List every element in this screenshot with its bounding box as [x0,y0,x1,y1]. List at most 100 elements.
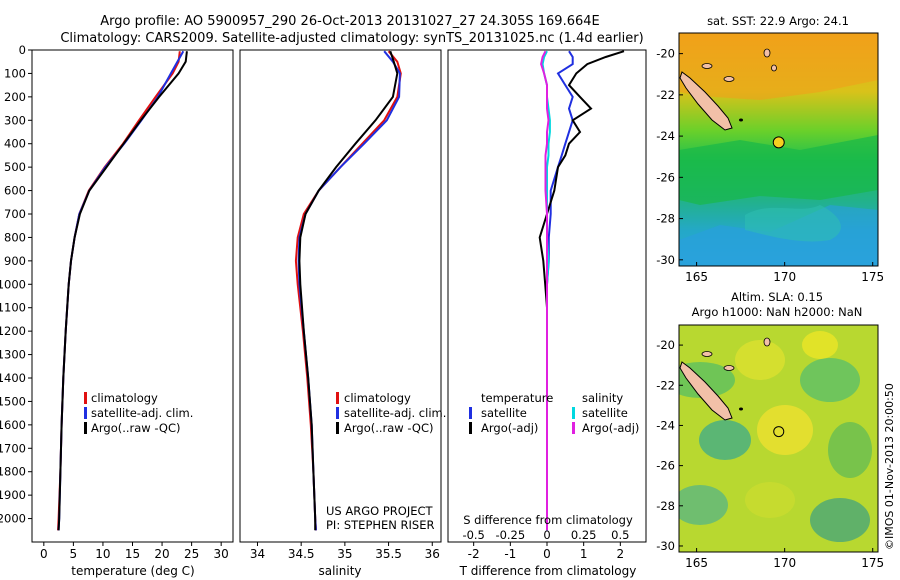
depth-tick-label: 1300 [0,348,26,362]
series-argo-raw-qc- [298,50,399,531]
legend-label-s-argo: Argo(-adj) [582,421,639,435]
longitude-tick-label: 170 [773,556,796,570]
depth-tick-label: 1000 [0,277,26,291]
pi-annotation: PI: STEPHEN RISER [326,518,435,532]
sst-map-ticks: 165 170 175 -20 -22 -24 -26 -28 -30 [656,47,884,284]
salinity-legend: climatology satellite-adj. clim. Argo(..… [336,391,446,435]
depth-tick-label: 1700 [0,441,26,455]
argo-float-marker [773,426,785,438]
depth-tick-label: 1500 [0,394,26,408]
legend-swatch-s-argo [572,422,575,434]
x-tick-label: 25 [184,547,199,561]
difference-series-group [538,50,625,531]
salinity-diff-ticks: -0.5 -0.25 0 0.25 0.5 [462,528,629,542]
depth-tick-label: 1800 [0,465,26,479]
x-tick-label: -2 [468,547,480,561]
sst-map-title: sat. SST: 22.9 Argo: 24.1 [707,14,849,28]
x-tick-label: 15 [125,547,140,561]
depth-tick-label: 100 [4,66,26,80]
new-caledonia-island [679,71,733,131]
latitude-tick-label: -20 [656,338,675,352]
longitude-tick-label: 175 [861,556,884,570]
s-difference-label: S difference from climatology [463,513,633,527]
latitude-tick-label: -28 [656,212,675,226]
latitude-tick-label: -26 [656,459,675,473]
difference-x-ticks: -2 -1 0 1 2 [468,542,624,561]
x-tick-label: 35 [337,547,352,561]
legend-label-t-satellite: satellite [481,406,527,420]
legend-title-salinity: salinity [582,391,623,405]
temperature-series-group [57,50,188,531]
longitude-tick-label: 175 [861,270,884,284]
sla-map-frame [678,324,879,553]
longitude-tick-label: 165 [685,270,708,284]
latitude-tick-label: -20 [656,47,675,61]
difference-panel: -2 -1 0 1 2 -0.5 -0.25 0 0.25 0.5 S difference f… [447,49,647,578]
sla-map-subtitle: Argo h1000: NaN h2000: NaN [692,305,863,319]
salinity-x-ticks: 34 34.5 35 35.5 36 [250,542,440,561]
depth-tick-label: 800 [4,230,26,244]
x-tick-label: 0 [543,547,551,561]
depth-tick-label: 400 [4,137,26,151]
x-tick-label: 35.5 [375,547,402,561]
latitude-tick-label: -22 [656,88,675,102]
depth-tick-label: 900 [4,254,26,268]
title-line-2: Climatology: CARS2009. Satellite-adjuste… [60,31,643,46]
legend-swatch-argo [336,422,339,434]
temperature-x-label: temperature (deg C) [71,564,194,578]
new-caledonia-island [679,361,733,421]
latitude-tick-label: -26 [656,170,675,184]
legend-label-satellite: satellite-adj. clim. [91,406,193,420]
legend-label-climatology: climatology [344,391,411,405]
x-tick-label: 1 [580,547,588,561]
latitude-tick-label: -30 [656,253,675,267]
legend-label-satellite: satellite-adj. clim. [344,406,446,420]
sla-map: Altim. SLA: 0.15 Argo h1000: NaN h2000: … [656,290,884,570]
legend-swatch-t-argo [469,422,472,434]
temperature-legend: climatology satellite-adj. clim. Argo(..… [84,391,193,435]
x-tick-label: 34 [250,547,265,561]
legend-label-t-argo: Argo(-adj) [481,421,538,435]
imos-timestamp: ©IMOS 01-Nov-2013 20:00:50 [883,383,896,550]
legend-swatch-s-satellite [572,407,575,419]
x-tick-label: 36 [425,547,440,561]
depth-y-ticks: 0 100 200 300 400 500 600 700 800 900 1000 1100 1200… [0,43,32,526]
x-tick-label: 20 [154,547,169,561]
s-diff-tick-label: 0.25 [571,528,597,542]
title-line-1: Argo profile: AO 5900957_290 26-Oct-2013… [100,14,599,29]
legend-swatch-t-satellite [469,407,472,419]
depth-tick-label: 1100 [0,301,26,315]
latitude-tick-label: -24 [656,418,675,432]
salinity-diff-legend: salinity satellite Argo(-adj) [572,391,639,435]
argo-float-marker [772,136,785,149]
depth-tick-label: 500 [4,160,26,174]
latitude-tick-label: -24 [656,129,675,143]
legend-swatch-satellite [84,407,87,419]
x-tick-label: 34.5 [288,547,315,561]
t-difference-label: T difference from climatology [459,564,637,578]
temperature-diff-legend: temperature satellite Argo(-adj) [469,391,553,435]
x-tick-label: 10 [95,547,110,561]
series-s-argo-adj- [540,50,550,531]
depth-tick-label: 200 [4,90,26,104]
x-tick-label: -1 [504,547,516,561]
temperature-axes-frame [31,49,234,543]
depth-tick-label: 0 [19,43,26,57]
sst-field [679,33,878,266]
x-tick-label: 2 [617,547,625,561]
legend-label-argo: Argo(..raw -QC) [91,421,181,435]
sst-map-frame [678,32,879,267]
series-climatology [57,51,181,531]
s-diff-tick-label: 0.5 [611,528,629,542]
latitude-tick-label: -30 [656,539,675,553]
series-argo-raw-qc- [57,51,188,531]
depth-tick-label: 700 [4,207,26,221]
legend-title-temperature: temperature [481,391,553,405]
depth-tick-label: 1200 [0,324,26,338]
depth-tick-label: 600 [4,184,26,198]
longitude-tick-label: 170 [773,270,796,284]
s-diff-tick-label: 0 [543,528,550,542]
legend-label-argo: Argo(..raw -QC) [344,421,434,435]
legend-label-s-satellite: satellite [582,406,628,420]
